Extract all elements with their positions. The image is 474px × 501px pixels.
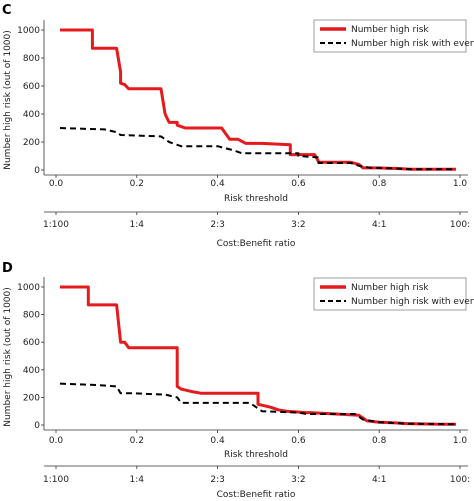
- x-tick-label: 0.8: [372, 436, 387, 446]
- cost-benefit-tick-label: 100:: [450, 475, 470, 485]
- cost-benefit-axis-label: Cost:Benefit ratio: [217, 239, 296, 249]
- x-tick-label: 0.4: [210, 179, 225, 189]
- x-tick-label: 1.0: [453, 436, 468, 446]
- y-tick-label: 0: [34, 421, 40, 431]
- series-line-number-high-risk: [60, 28, 456, 171]
- cost-benefit-tick-label: 3:2: [291, 475, 305, 485]
- cost-benefit-tick-label: 2:3: [210, 475, 224, 485]
- x-tick-label: 0.2: [130, 436, 144, 446]
- series-line-number-high-risk: [60, 285, 456, 426]
- x-tick-label: 0.6: [291, 436, 306, 446]
- y-tick-label: 400: [23, 366, 40, 376]
- legend: [313, 19, 467, 53]
- cost-benefit-tick-label: 1:100: [43, 220, 69, 230]
- legend-entry-number-high-risk-with-event: Number high risk with event: [351, 39, 474, 49]
- y-axis-label: Number high risk (out of 1000): [3, 30, 13, 170]
- x-tick-label: 0.4: [210, 436, 225, 446]
- legend: [313, 277, 467, 311]
- panel-label: C: [2, 3, 12, 18]
- series-line-number-high-risk-with-event: [59, 127, 456, 171]
- y-tick-label: 200: [23, 393, 40, 403]
- y-tick-label: 800: [23, 54, 40, 64]
- cost-benefit-axis-label: Cost:Benefit ratio: [217, 490, 296, 500]
- cost-benefit-tick-label: 3:2: [291, 220, 305, 230]
- x-tick-label: 0.2: [130, 179, 144, 189]
- cost-benefit-tick-label: 2:3: [210, 220, 224, 230]
- y-tick-label: 600: [23, 338, 40, 348]
- series-line-number-high-risk-with-event: [59, 382, 457, 426]
- cost-benefit-tick-label: 1:4: [130, 475, 145, 485]
- y-tick-label: 0: [34, 166, 40, 176]
- series-layer: [59, 285, 457, 426]
- y-tick-label: 200: [23, 138, 40, 148]
- panel-c: C 0 200 400 600 800 1000 0.0 0.2 0.4 0.6 0.8 1.0 1:1…: [2, 3, 474, 249]
- x-tick-label: 0.0: [49, 179, 64, 189]
- legend-entry-number-high-risk: Number high risk: [351, 25, 429, 35]
- x-tick-label: 1.0: [453, 179, 468, 189]
- y-tick-label: 1000: [17, 283, 40, 293]
- y-axis-label: Number high risk (out of 1000): [3, 287, 13, 427]
- axis-ticks: 0 200 400 600 800 1000 0.0 0.2 0.4 0.6 0.8 1.0 1:100…: [17, 20, 470, 230]
- cost-benefit-tick-label: 4:1: [372, 220, 386, 230]
- x-tick-label: 0.6: [291, 179, 306, 189]
- legend-entry-number-high-risk: Number high risk: [351, 283, 429, 293]
- panel-label: D: [2, 261, 13, 276]
- x-tick-label: 0.8: [372, 179, 387, 189]
- panel-d: D 0 200 400 600 800 1000 0.0 0.2 0.4 0.6 0.8 1.0 1:1…: [2, 261, 474, 500]
- series-layer: [59, 28, 456, 171]
- x-axis-label: Risk threshold: [224, 450, 288, 460]
- x-axis-label: Risk threshold: [224, 194, 288, 204]
- x-tick-label: 0.0: [49, 436, 64, 446]
- y-tick-label: 400: [23, 110, 40, 120]
- legend-entry-number-high-risk-with-event: Number high risk with event: [351, 297, 474, 307]
- cost-benefit-tick-label: 1:4: [130, 220, 145, 230]
- cost-benefit-tick-label: 4:1: [372, 475, 386, 485]
- y-tick-label: 1000: [17, 26, 40, 36]
- y-tick-label: 800: [23, 311, 40, 321]
- y-tick-label: 600: [23, 82, 40, 92]
- cost-benefit-tick-label: 1:100: [43, 475, 69, 485]
- axis-ticks: 0 200 400 600 800 1000 0.0 0.2 0.4 0.6 0.8 1.0 1:100…: [17, 277, 470, 485]
- cost-benefit-tick-label: 100:: [450, 220, 470, 230]
